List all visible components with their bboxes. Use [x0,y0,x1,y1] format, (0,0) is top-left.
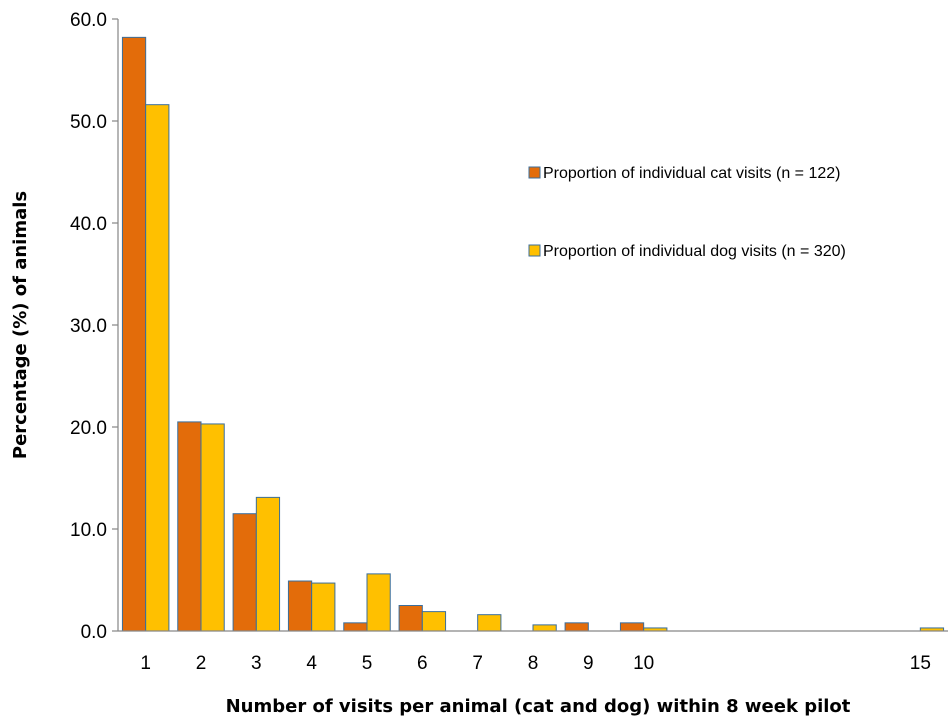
y-tick-label: 40.0 [70,214,107,235]
x-tick-label: 8 [528,653,539,674]
y-tick-label: 50.0 [70,112,107,133]
bar-dog-1 [145,104,170,632]
bar-cat-4 [287,580,313,632]
x-tick-label: 10 [633,653,654,674]
y-axis-title: Percentage (%) of animals [10,191,31,459]
bar-dog-8 [532,624,557,632]
bar-cat-5 [343,622,368,632]
x-tick-label: 1 [140,653,151,674]
x-ticks: 1 2 3 4 5 6 7 8 9 10 15 [140,653,931,674]
x-tick-label: 7 [472,653,483,674]
x-tick-label: 3 [251,653,262,674]
bar-dog-2 [200,423,225,632]
bar-cat-6 [398,605,423,632]
y-tick-label: 60.0 [70,10,107,31]
bar-dog-4 [311,582,336,632]
legend-label-cat: Proportion of individual cat visits (n =… [543,165,840,182]
bar-dog-3 [255,496,281,632]
bar-cat-2 [177,421,202,632]
bar-dog-6 [421,611,447,632]
legend-swatch-cat [528,166,541,179]
x-axis-title: Number of visits per animal (cat and dog… [226,696,851,717]
x-tick-label: 5 [362,653,373,674]
legend-swatch-dog [528,244,541,257]
x-tick-label: 9 [583,653,594,674]
y-tick-label: 30.0 [70,316,107,337]
y-tick-label: 20.0 [70,418,107,439]
bar-cat-3 [232,513,257,632]
x-tick-label: 15 [910,653,931,674]
x-tick-label: 2 [196,653,207,674]
x-tick-label: 6 [417,653,428,674]
y-ticks: 0.0 10.0 20.0 30.0 40.0 50.0 60.0 [70,10,118,643]
x-tick-label: 4 [306,653,317,674]
bar-cat-10 [619,622,645,632]
y-tick-label: 0.0 [81,622,107,643]
y-tick-label: 10.0 [70,520,107,541]
legend: Proportion of individual cat visits (n =… [528,165,846,260]
bars-group [121,36,945,632]
legend-label-dog: Proportion of individual dog visits (n =… [543,243,846,260]
bar-dog-5 [366,573,391,632]
bar-dog-7 [477,614,502,632]
bar-cat-1 [121,36,147,632]
bar-cat-9 [564,622,589,632]
